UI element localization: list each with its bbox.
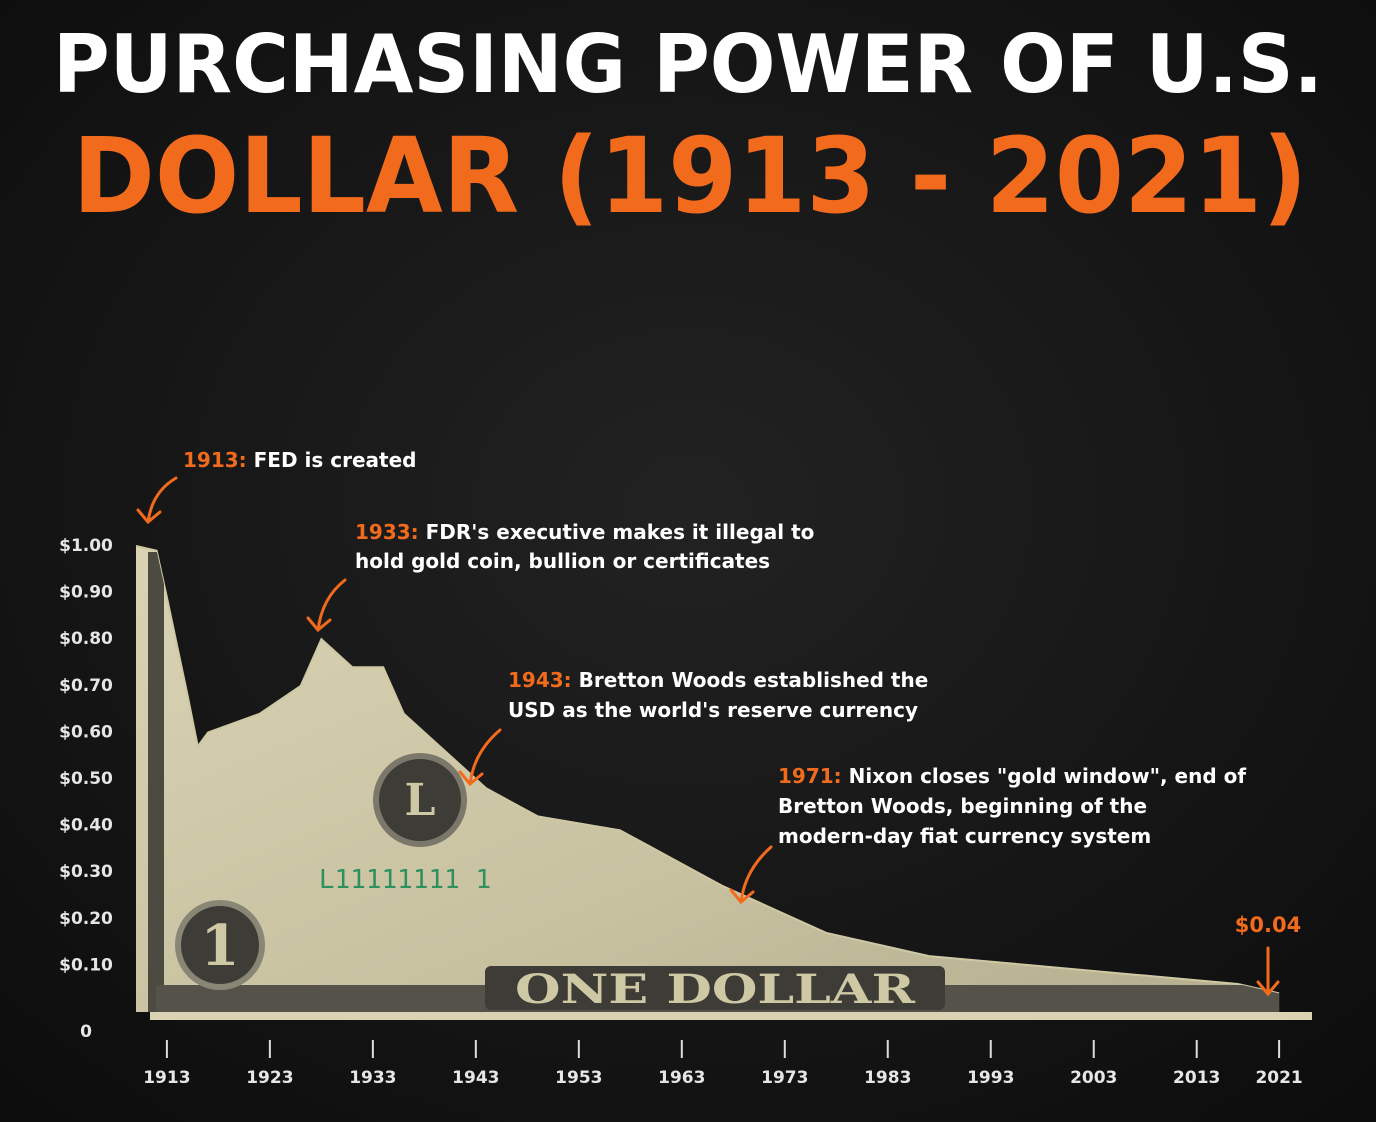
bill-denomination: 1: [201, 913, 240, 979]
annotation-line: Bretton Woods, beginning of the: [778, 794, 1147, 818]
bill-edge: [150, 1012, 1312, 1020]
arrow: [306, 578, 347, 633]
bill-caption-panel: [485, 966, 945, 1010]
arrow: [458, 728, 502, 787]
y-tick-label: $0.60: [59, 722, 113, 742]
x-tick-label: 2021: [1255, 1068, 1302, 1088]
y-tick-label: $0.90: [59, 583, 113, 603]
y-tick-label: $0.30: [59, 862, 113, 882]
x-tick-label: 1953: [555, 1068, 602, 1088]
annotation-text: 1943: Bretton Woods established the: [508, 668, 928, 692]
y-tick-label: $0.80: [59, 629, 113, 649]
arrow: [729, 845, 773, 905]
annotation: 1913: FED is created: [183, 448, 416, 472]
annotation-year: 1913:: [183, 448, 247, 472]
chart-title: PURCHASING POWER OF U.S.: [53, 18, 1323, 111]
arrow: [136, 476, 178, 525]
x-tick-label: 1973: [761, 1068, 808, 1088]
y-tick-label: $1.00: [59, 536, 113, 556]
bill-corner: [175, 900, 265, 990]
annotation-line: Bretton Woods established the: [579, 668, 929, 692]
annotation-line: USD as the world's reserve currency: [508, 698, 918, 722]
bill-seal-letter: L: [405, 775, 436, 826]
bill-seal: [373, 753, 467, 847]
arrows: [136, 476, 1280, 997]
annotation-year: 1933:: [355, 520, 419, 544]
y-tick-label: $0.20: [59, 909, 113, 929]
annotation-text: 1933: FDR's executive makes it illegal t…: [355, 520, 814, 544]
annotation: 1943: Bretton Woods established the USD …: [508, 668, 928, 722]
y-tick-label: $0.70: [59, 676, 113, 696]
arrow: [1256, 946, 1280, 997]
area-edge: [135, 545, 1280, 995]
annotation-text: 1971: Nixon closes "gold window", end of: [778, 764, 1246, 788]
x-tick-label: 1923: [246, 1068, 293, 1088]
x-tick-label: 1933: [349, 1068, 396, 1088]
x-tick-label: 2013: [1173, 1068, 1220, 1088]
y-tick-label: $0.40: [59, 816, 113, 836]
x-tick-label: 1943: [452, 1068, 499, 1088]
annotation-line: hold gold coin, bullion or certificates: [355, 549, 770, 573]
area: [136, 546, 1280, 1012]
annotation: 1933: FDR's executive makes it illegal t…: [355, 520, 814, 573]
bill-serial: L11111111 1: [319, 865, 491, 895]
chart-subtitle: DOLLAR (1913 - 2021): [73, 115, 1308, 237]
x-tick-label: 1913: [143, 1068, 190, 1088]
bill-decoration: L 1 L11111111 1 ONE DOLLAR: [148, 552, 1280, 1013]
annotation-text: 1913: FED is created: [183, 448, 416, 472]
annotation-year: 1943:: [508, 668, 572, 692]
x-tick-label: 1993: [967, 1068, 1014, 1088]
annotation-line: FDR's executive makes it illegal to: [426, 520, 815, 544]
annotation-line: modern-day fiat currency system: [778, 824, 1151, 848]
plot-area: 0 $0.10 $0.20 $0.30 $0.40 $0.50 $0.60 $0.70 $0.8…: [59, 536, 1303, 1088]
y-tick-label: $0.50: [59, 769, 113, 789]
annotation-year: 1971:: [778, 764, 842, 788]
annotation-line: FED is created: [254, 448, 417, 472]
x-tick-label: 2003: [1070, 1068, 1117, 1088]
end-label: $0.04: [1235, 913, 1301, 937]
y-tick-label: 0: [80, 1022, 92, 1042]
y-tick-label: $0.10: [59, 955, 113, 975]
annotation: 1971: Nixon closes "gold window", end of…: [778, 764, 1246, 848]
annotation-line: Nixon closes "gold window", end of: [849, 764, 1247, 788]
bill-caption: ONE DOLLAR: [515, 966, 916, 1013]
x-tick-label: 1983: [864, 1068, 911, 1088]
x-tick-label: 1963: [658, 1068, 705, 1088]
